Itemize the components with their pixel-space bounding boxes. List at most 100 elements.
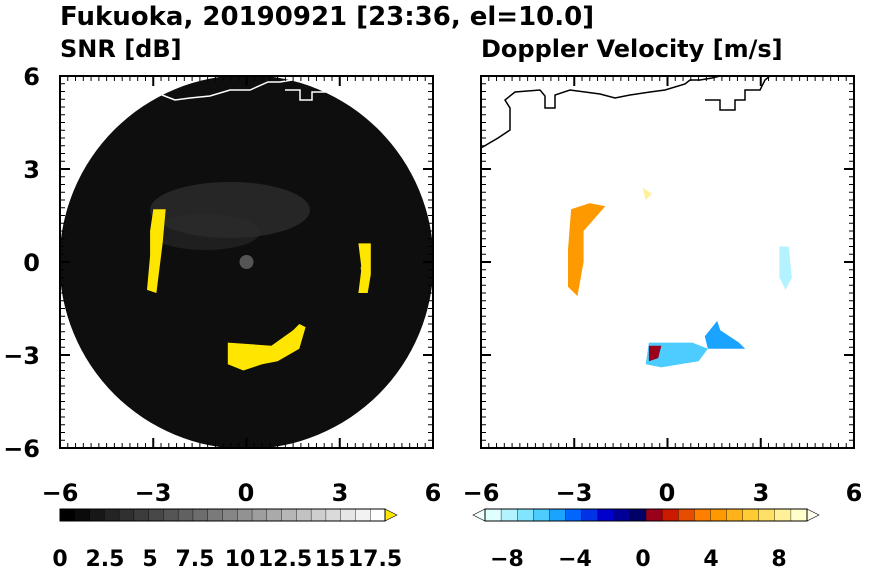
snr-panel-title: SNR [dB] [60,35,182,63]
doppler-ticks [480,75,855,449]
snr-x-tick: 0 [238,479,255,507]
snr-cbar-cell [251,508,268,522]
snr-ticks [59,75,434,449]
doppler-echoes [568,187,792,368]
doppler-cbar-cell [597,508,615,522]
snr-cbar-cell [89,508,106,522]
snr-colorbar [59,508,398,522]
doppler-cbar-cell [694,508,712,522]
snr-y-tick: −6 [3,435,40,463]
snr-cbar-cell [281,508,298,522]
snr-cbar-tick: 17.5 [348,547,402,570]
doppler-cbar-cell [790,508,808,522]
doppler-cbar-extend-max [806,508,820,522]
snr-cbar-cell [148,508,165,522]
snr-cbar-extend [384,508,398,522]
doppler-cbar-cell [758,508,776,522]
doppler-echo [568,203,606,297]
doppler-cbar-cell [710,508,728,522]
snr-cbar-cell [355,508,371,522]
doppler-x-tick-labels: −6 −3 0 3 6 [463,479,863,507]
snr-cbar-tick: 7.5 [176,547,215,570]
doppler-cbar-cell [613,508,631,522]
snr-cbar-cell [296,508,312,522]
snr-y-tick: −3 [3,342,40,370]
snr-x-tick-labels: −6 −3 0 3 6 [42,479,442,507]
snr-cbar-cell [340,508,357,522]
doppler-cbar-cell [726,508,744,522]
snr-echo-core [251,351,260,359]
snr-x-tick: 6 [425,479,442,507]
snr-radar-center [239,255,254,269]
doppler-cbar-cell [774,508,792,522]
doppler-echo [704,320,746,349]
snr-clutter-haze-2 [150,214,260,250]
doppler-cbar-cell [581,508,599,522]
doppler-cbar-cell [645,508,663,522]
snr-y-tick-labels: 6 3 0 −3 −6 [3,63,40,463]
doppler-plot-area [481,76,854,448]
doppler-echo [642,187,652,200]
doppler-colorbar-labels: −8 −4 0 4 8 [490,547,787,570]
snr-x-tick: −6 [42,479,79,507]
snr-cbar-cell [192,508,209,522]
snr-cbar-tick: 15 [315,547,346,570]
snr-cbar-cell [118,508,135,522]
doppler-x-tick: 3 [753,479,770,507]
doppler-x-tick: −6 [463,479,500,507]
doppler-cbar-cell [500,508,518,522]
snr-colorbar-labels: 0 2.5 5 7.5 10 12.5 15 17.5 [52,547,402,570]
doppler-x-tick: −3 [556,479,593,507]
snr-y-tick: 3 [23,156,40,184]
doppler-cbar-cell [517,508,535,522]
doppler-echo [648,345,662,362]
snr-cbar-tick: 0 [52,547,67,570]
doppler-panel-title: Doppler Velocity [m/s] [481,35,783,63]
snr-cbar-cell [163,508,179,522]
doppler-x-tick: 6 [846,479,863,507]
snr-x-tick: 3 [332,479,349,507]
snr-cbar-cell [177,508,194,522]
doppler-echo [645,342,708,368]
doppler-cbar-cell [678,508,696,522]
snr-cbar-cell [59,508,76,522]
snr-cbar-cell [104,508,120,522]
snr-cbar-cell [310,508,327,522]
snr-coastline [161,76,333,101]
snr-cbar-cell [325,508,342,522]
snr-y-tick: 0 [23,249,40,277]
doppler-coastline [481,76,771,149]
doppler-cbar-cell [661,508,679,522]
doppler-colorbar [472,508,820,522]
figure-title: Fukuoka, 20190921 [23:36, el=10.0] [60,2,594,32]
snr-echo-core [152,248,161,257]
doppler-background [481,76,854,448]
doppler-echo [779,246,792,290]
doppler-cbar-tick: −8 [490,547,524,570]
snr-cbar-cell [237,508,253,522]
doppler-cbar-cell [533,508,551,522]
doppler-cbar-cell [629,508,647,522]
doppler-cbar-cell [742,508,760,522]
snr-cbar-cell [266,508,283,522]
snr-cbar-tick: 12.5 [258,547,312,570]
snr-cbar-frame [59,508,386,522]
snr-cbar-cell [207,508,224,522]
snr-echoes [147,209,371,371]
doppler-cbar-tick: 4 [703,547,718,570]
snr-y-tick: 6 [23,63,40,91]
doppler-cbar-extend-min [472,508,486,522]
doppler-cbar-tick: 8 [771,547,786,570]
snr-cbar-tick: 2.5 [86,547,125,570]
snr-cbar-cell [370,508,386,522]
snr-cbar-cell [133,508,150,522]
doppler-cbar-cell [484,508,502,522]
snr-x-tick: −3 [135,479,172,507]
snr-cbar-cell [222,508,238,522]
doppler-x-tick: 0 [659,479,676,507]
doppler-cbar-tick: −4 [558,547,592,570]
doppler-cbar-cell [565,508,583,522]
snr-cbar-tick: 5 [142,547,157,570]
snr-plot-area [60,76,433,448]
